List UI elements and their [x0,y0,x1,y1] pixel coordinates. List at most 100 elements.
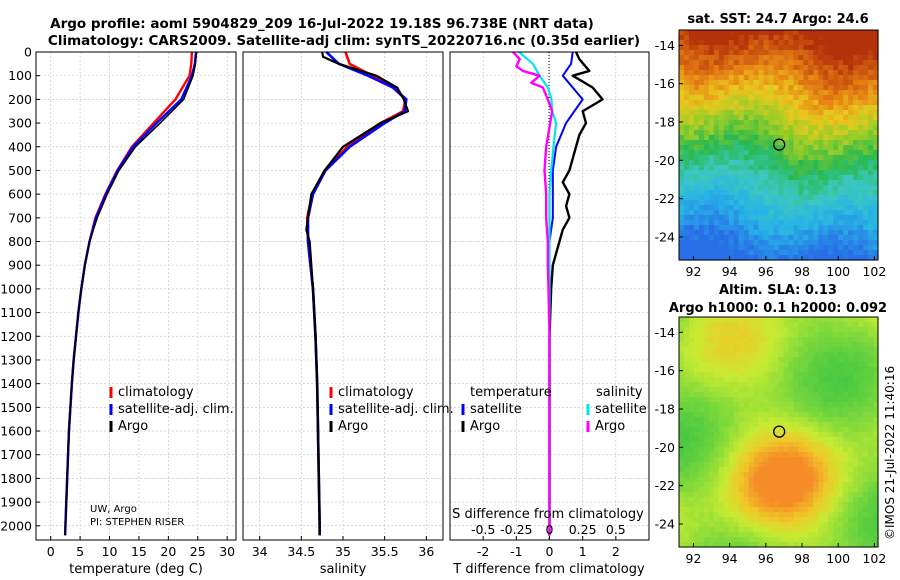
map-cell [679,140,685,146]
map-cell [698,230,705,236]
map-cell [718,317,725,323]
map-cell [683,155,690,161]
map-cell [858,527,864,533]
map-cell [843,407,849,413]
map-cell [818,372,824,378]
map-cell [783,170,790,176]
map-cell [798,250,804,256]
map-cell [763,402,770,408]
map-cell [858,497,864,503]
map-cell [758,55,765,61]
map-cell [748,250,755,256]
map-cell [733,190,740,196]
map-cell [823,417,829,423]
map-cell [723,337,730,343]
map-cell [718,180,725,186]
map-cell [778,382,785,388]
map-cell [793,195,799,201]
map-cell [868,205,874,211]
map-cell [708,532,715,538]
map-cell [743,327,750,333]
map-cell [718,352,725,358]
map-cell [723,195,730,201]
map-cell [758,357,765,363]
map-cell [713,210,720,216]
map-cell [788,462,795,468]
map-cell [823,512,829,518]
map-cell [868,362,874,368]
map-cell [778,155,785,161]
map-cell [733,377,740,383]
map-cell [693,85,700,91]
map-cell [773,517,780,523]
map-cell [813,175,819,181]
map-cell [793,240,799,246]
map-cell [868,250,874,256]
map-cell [788,185,795,191]
map-cell [743,467,750,473]
map-cell [783,190,790,196]
map-cell [788,245,795,251]
map-cell [683,522,690,528]
s-tick-label: 0 [546,522,554,537]
map-cell [803,397,809,403]
map-cell [763,145,770,151]
y-tick-label: 200 [8,92,32,107]
map-cell [808,457,814,463]
map-cell [679,75,685,81]
map-cell [788,397,795,403]
map-cell [733,115,740,121]
map-cell [778,502,785,508]
map-cell [818,487,824,493]
map-cell [843,140,849,146]
map-cell [748,95,755,101]
map-cell [738,417,745,423]
map-cell [823,35,829,41]
map-cell [863,327,869,333]
map-cell [693,80,700,86]
map-cell [718,522,725,528]
map-cell [738,35,745,41]
map-cell [788,472,795,478]
map-cell [758,195,765,201]
map-cell [828,65,834,71]
map-cell [838,327,844,333]
map-cell [768,377,775,383]
map-cell [853,397,859,403]
map-cell [763,467,770,473]
map-cell [813,225,819,231]
map-cell [858,210,864,216]
map-cell [868,532,874,538]
map-cell [693,190,700,196]
map-cell [858,105,864,111]
map-cell [738,185,745,191]
map-cell [798,457,804,463]
map-cell [863,80,869,86]
map-cell [688,447,695,453]
map-cell [778,417,785,423]
map-cell [753,442,760,448]
map-cell [828,125,834,131]
map-cell [763,452,770,458]
map-cell [813,150,819,156]
map-cell [773,442,780,448]
map-cell [679,382,685,388]
map-cell [703,442,710,448]
map-cell [783,95,790,101]
map-cell [743,150,750,156]
y-tick-label: 500 [8,163,32,178]
map-cell [793,75,799,81]
map-cell [783,432,790,438]
map-cell [863,522,869,528]
map-cell [698,487,705,493]
map-cell [698,55,705,61]
map-cell [703,337,710,343]
map-cell [763,492,770,498]
map-cell [703,362,710,368]
map-cell [698,537,705,543]
map-cell [773,462,780,468]
map-cell [798,180,804,186]
map-cell [823,492,829,498]
legend-s-argo-label: Argo [595,419,625,434]
map-cell [688,45,695,51]
